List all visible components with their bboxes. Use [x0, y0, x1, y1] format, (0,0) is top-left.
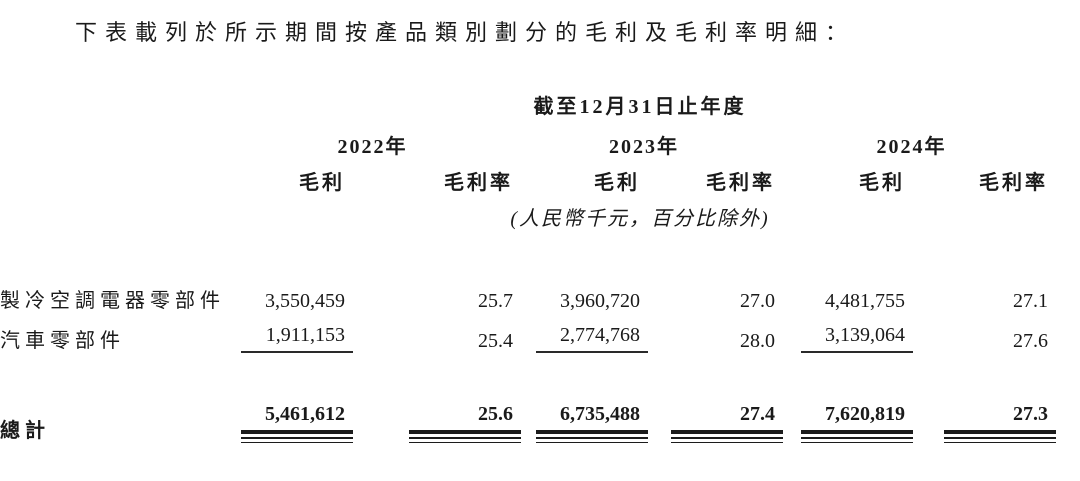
total-2023-gross-margin: 27.4 — [640, 393, 783, 443]
grand-total-rule — [241, 430, 353, 443]
table-row-automotive-parts: 汽車零部件 1,911,153 25.4 2,774,768 28.0 3,13… — [0, 313, 1080, 353]
cell-value: 3,139,064 — [825, 324, 905, 346]
grand-total-rule — [536, 430, 648, 443]
spacer-row — [0, 231, 1080, 281]
total-2024-gross-profit: 7,620,819 — [775, 393, 913, 443]
total-2024-gross-margin: 27.3 — [905, 393, 1056, 443]
unit-note: (人民幣千元，百分比除外) — [510, 208, 770, 230]
subtotal-rule — [536, 351, 648, 353]
cell-value: 5,461,612 — [265, 403, 345, 425]
empty-cell — [0, 85, 232, 119]
empty-cell — [0, 159, 232, 195]
empty-cell — [1048, 195, 1080, 231]
table-row-total: 總計 5,461,612 25.6 6,735,488 — [0, 393, 1080, 443]
cell-value: 6,735,488 — [560, 403, 640, 425]
empty-cell — [1048, 393, 1080, 443]
document-page: 下表載列於所示期間按產品類別劃分的毛利及毛利率明細： 截至12月31日止年度 2… — [0, 16, 1080, 481]
empty-cell — [1048, 281, 1080, 313]
grand-total-rule — [801, 430, 913, 443]
year-header-2023: 2023年 — [609, 136, 679, 158]
subtotal-rule — [241, 351, 353, 353]
col-header-2024-gross-margin: 毛利率 — [979, 172, 1048, 194]
grand-total-rule — [944, 430, 1056, 443]
empty-cell — [0, 195, 232, 231]
empty-cell — [1048, 159, 1080, 195]
total-2022-gross-profit: 5,461,612 — [232, 393, 353, 443]
cell-2022-gross-margin: 25.7 — [478, 290, 513, 312]
empty-cell — [1048, 313, 1080, 353]
col-header-2023-gross-profit: 毛利 — [594, 172, 640, 194]
spacer-row — [0, 353, 1080, 393]
cell-2022-gross-profit: 1,911,153 — [232, 313, 353, 353]
year-header-2022: 2022年 — [337, 136, 408, 158]
period-header: 截至12月31日止年度 — [533, 96, 747, 118]
cell-2022-gross-profit: 3,550,459 — [265, 290, 345, 312]
cell-value: 27.4 — [740, 403, 775, 425]
grand-total-rule — [671, 430, 783, 443]
empty-cell — [1048, 119, 1080, 159]
cell-2023-gross-margin: 27.0 — [740, 290, 775, 312]
empty-cell — [0, 119, 232, 159]
cell-value: 27.3 — [1013, 403, 1048, 425]
col-header-2022-gross-profit: 毛利 — [299, 172, 345, 194]
col-header-2024-gross-profit: 毛利 — [859, 172, 905, 194]
gross-profit-table: 截至12月31日止年度 2022年 2023年 2024年 毛利 毛利率 毛利 … — [0, 85, 1080, 443]
col-header-2022-gross-margin: 毛利率 — [444, 172, 513, 194]
section-intro-text: 下表載列於所示期間按產品類別劃分的毛利及毛利率明細： — [75, 20, 856, 45]
row-label-automotive-parts: 汽車零部件 — [0, 330, 125, 352]
total-2023-gross-profit: 6,735,488 — [513, 393, 648, 443]
cell-2024-gross-margin: 27.6 — [1013, 330, 1048, 352]
year-header-row: 2022年 2023年 2024年 — [0, 119, 1080, 159]
cell-2023-gross-profit: 3,960,720 — [560, 290, 640, 312]
grand-total-rule — [409, 430, 521, 443]
column-header-row: 毛利 毛利率 毛利 毛利率 毛利 毛利率 — [0, 159, 1080, 195]
year-header-2024: 2024年 — [876, 136, 947, 158]
cell-2022-gross-margin: 25.4 — [478, 330, 513, 352]
cell-2024-gross-profit: 3,139,064 — [775, 313, 913, 353]
cell-value: 25.6 — [478, 403, 513, 425]
cell-2023-gross-margin: 28.0 — [740, 330, 775, 352]
cell-2024-gross-profit: 4,481,755 — [825, 290, 905, 312]
row-label-refrigeration-ac-parts: 製冷空調電器零部件 — [0, 290, 225, 312]
unit-note-row: (人民幣千元，百分比除外) — [0, 195, 1080, 231]
subtotal-rule — [801, 351, 913, 353]
row-label-total: 總計 — [0, 420, 50, 442]
cell-value: 1,911,153 — [265, 324, 345, 346]
cell-2024-gross-margin: 27.1 — [1013, 290, 1048, 312]
col-header-2023-gross-margin: 毛利率 — [706, 172, 775, 194]
period-header-row: 截至12月31日止年度 — [0, 85, 1080, 119]
table-row-refrigeration-ac-parts: 製冷空調電器零部件 3,550,459 25.7 3,960,720 27.0 … — [0, 281, 1080, 313]
empty-cell — [1048, 85, 1080, 119]
cell-value: 7,620,819 — [825, 403, 905, 425]
total-2022-gross-margin: 25.6 — [345, 393, 521, 443]
cell-2023-gross-profit: 2,774,768 — [513, 313, 648, 353]
cell-value: 2,774,768 — [560, 324, 640, 346]
